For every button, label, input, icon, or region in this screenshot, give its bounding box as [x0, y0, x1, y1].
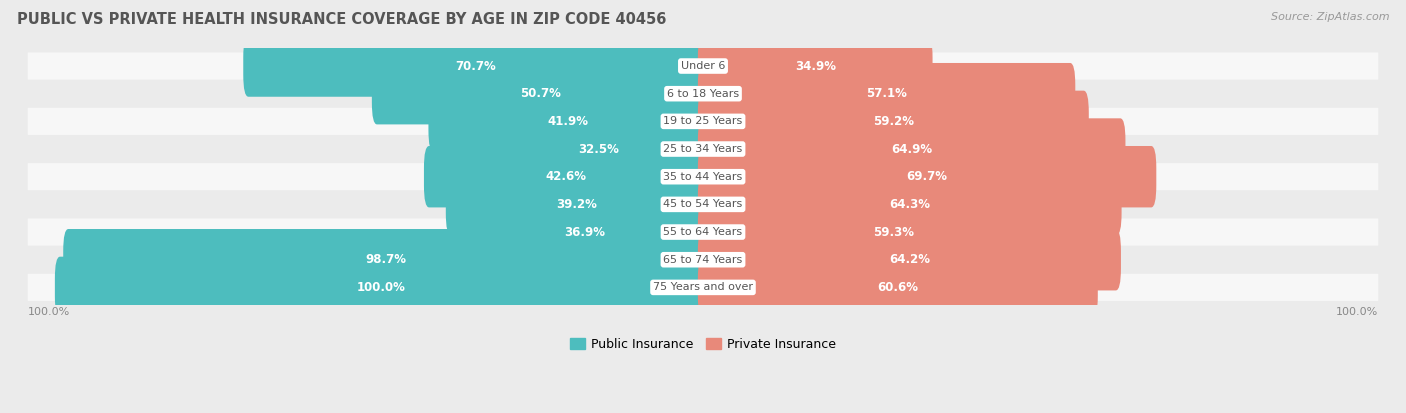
FancyBboxPatch shape [697, 63, 1076, 124]
FancyBboxPatch shape [446, 173, 709, 235]
FancyBboxPatch shape [28, 191, 1378, 218]
Text: 64.3%: 64.3% [889, 198, 931, 211]
FancyBboxPatch shape [425, 146, 709, 207]
FancyBboxPatch shape [697, 146, 1156, 207]
FancyBboxPatch shape [697, 229, 1121, 290]
Text: 60.6%: 60.6% [877, 281, 918, 294]
Text: 100.0%: 100.0% [357, 281, 406, 294]
FancyBboxPatch shape [371, 63, 709, 124]
FancyBboxPatch shape [697, 118, 1125, 180]
Text: 6 to 18 Years: 6 to 18 Years [666, 89, 740, 99]
Text: 41.9%: 41.9% [548, 115, 589, 128]
FancyBboxPatch shape [697, 90, 1088, 152]
Text: 36.9%: 36.9% [564, 225, 605, 239]
FancyBboxPatch shape [697, 201, 1090, 263]
Text: 34.9%: 34.9% [794, 59, 835, 73]
FancyBboxPatch shape [28, 246, 1378, 273]
FancyBboxPatch shape [697, 173, 1122, 235]
FancyBboxPatch shape [28, 274, 1378, 301]
FancyBboxPatch shape [28, 135, 1378, 163]
Text: 25 to 34 Years: 25 to 34 Years [664, 144, 742, 154]
Text: 64.9%: 64.9% [891, 142, 932, 156]
FancyBboxPatch shape [697, 256, 1098, 318]
Text: 45 to 54 Years: 45 to 54 Years [664, 199, 742, 209]
Text: 70.7%: 70.7% [456, 59, 496, 73]
Text: 42.6%: 42.6% [546, 170, 586, 183]
FancyBboxPatch shape [243, 35, 709, 97]
Text: Source: ZipAtlas.com: Source: ZipAtlas.com [1271, 12, 1389, 22]
Text: 50.7%: 50.7% [520, 87, 561, 100]
Text: 69.7%: 69.7% [907, 170, 948, 183]
Text: PUBLIC VS PRIVATE HEALTH INSURANCE COVERAGE BY AGE IN ZIP CODE 40456: PUBLIC VS PRIVATE HEALTH INSURANCE COVER… [17, 12, 666, 27]
FancyBboxPatch shape [28, 163, 1378, 190]
Text: 55 to 64 Years: 55 to 64 Years [664, 227, 742, 237]
Text: 64.2%: 64.2% [889, 253, 929, 266]
Text: 59.2%: 59.2% [873, 115, 914, 128]
Text: 100.0%: 100.0% [28, 307, 70, 317]
FancyBboxPatch shape [55, 256, 709, 318]
FancyBboxPatch shape [429, 90, 709, 152]
FancyBboxPatch shape [489, 118, 709, 180]
FancyBboxPatch shape [28, 80, 1378, 107]
Text: 32.5%: 32.5% [578, 142, 619, 156]
Text: 100.0%: 100.0% [1336, 307, 1378, 317]
Text: 39.2%: 39.2% [557, 198, 598, 211]
Text: Under 6: Under 6 [681, 61, 725, 71]
FancyBboxPatch shape [28, 218, 1378, 246]
Text: 75 Years and over: 75 Years and over [652, 282, 754, 292]
FancyBboxPatch shape [63, 229, 709, 290]
Text: 59.3%: 59.3% [873, 225, 914, 239]
FancyBboxPatch shape [461, 201, 709, 263]
FancyBboxPatch shape [697, 35, 932, 97]
Text: 57.1%: 57.1% [866, 87, 907, 100]
Text: 19 to 25 Years: 19 to 25 Years [664, 116, 742, 126]
FancyBboxPatch shape [28, 108, 1378, 135]
Text: 65 to 74 Years: 65 to 74 Years [664, 255, 742, 265]
Text: 35 to 44 Years: 35 to 44 Years [664, 172, 742, 182]
Text: 98.7%: 98.7% [366, 253, 406, 266]
Legend: Public Insurance, Private Insurance: Public Insurance, Private Insurance [565, 333, 841, 356]
FancyBboxPatch shape [28, 52, 1378, 80]
